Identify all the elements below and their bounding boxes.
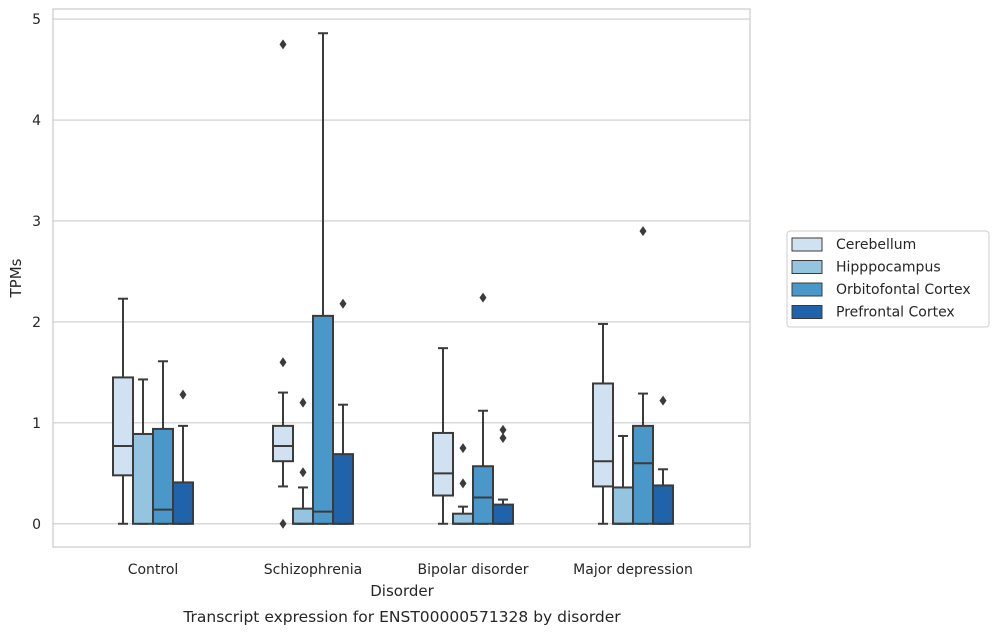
x-tick-labels: Control Schizophrenia Bipolar disorder Majo… [128,562,693,578]
outlier-marker [659,395,667,406]
legend: Cerebellum Hipppocampus Orbitofontal Corte… [786,230,990,328]
outlier-marker [299,467,307,478]
outlier-marker [299,397,307,408]
outlier-marker [459,443,467,454]
box-0-3 [172,389,194,525]
box-body [472,465,494,525]
box-2-0 [432,347,454,525]
outlier-marker [279,518,287,529]
box-body [432,431,454,497]
box-body [272,424,294,463]
box-body [332,453,354,525]
box-0-1 [132,378,154,525]
outlier-marker [339,298,347,309]
box-3-1 [612,434,634,525]
x-tick-label: Major depression [573,562,693,578]
y-tick-label: 4 [32,113,41,129]
x-tick-label: Control [128,562,179,578]
box-1-2 [312,32,334,525]
box-0-2 [152,360,174,525]
legend-frame [786,230,990,328]
legend-swatch [791,237,823,252]
legend-label: Prefrontal Cortex [836,305,955,321]
outlier-marker [459,478,467,489]
y-axis-label: TPMs [7,258,25,298]
x-axis-label: Disorder [370,582,434,600]
legend-label: Hipppocampus [836,260,941,276]
outlier-marker [639,226,647,237]
box-3-2 [632,226,654,525]
box-body [292,507,314,525]
outlier-marker [499,432,507,443]
box-body [632,424,654,525]
x-tick-label: Schizophrenia [264,562,362,578]
y-tick-label: 1 [32,416,41,432]
outlier-marker [499,424,507,435]
outlier-marker [279,357,287,368]
box-2-3 [492,424,514,525]
box-body [612,486,634,525]
boxes [112,32,674,529]
outlier-marker [479,292,487,303]
legend-label: Cerebellum [836,237,916,253]
outlier-marker [179,389,187,400]
box-1-1 [292,397,314,525]
y-tick-labels: 0 1 2 3 4 5 [32,12,41,533]
box-0-0 [112,297,134,525]
box-body [492,503,514,525]
legend-swatch [791,305,823,319]
box-2-2 [472,292,494,525]
chart-caption: Transcript expression for ENST0000057132… [182,608,621,626]
y-tick-label: 3 [32,214,41,230]
box-body [452,512,474,525]
box-body [152,427,174,525]
x-tick-label: Bipolar disorder [417,562,528,578]
legend-swatch [791,260,823,274]
y-tick-label: 5 [32,12,41,28]
box-body [132,432,154,525]
legend-label: Orbitofontal Cortex [836,282,971,298]
box-1-0 [272,39,294,529]
box-body [172,481,194,525]
outlier-marker [279,39,287,50]
box-body [652,484,674,525]
box-2-1 [452,443,474,525]
box-body [592,382,614,488]
box-3-3 [652,395,674,525]
plot-frame [52,8,751,548]
box-3-0 [592,322,614,525]
y-tick-label: 0 [32,517,41,533]
y-tick-label: 2 [32,315,41,331]
box-1-3 [332,298,354,525]
legend-swatch [791,282,823,297]
box-body [312,314,334,525]
box-body [112,376,134,477]
